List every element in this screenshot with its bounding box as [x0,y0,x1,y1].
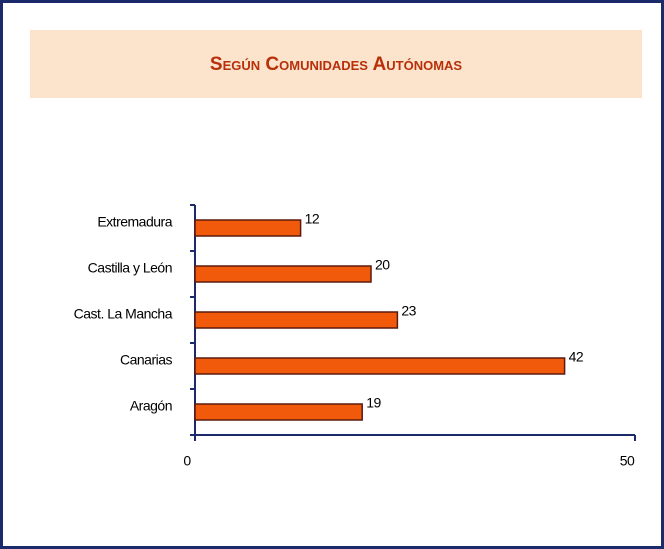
value-label: 20 [375,257,390,273]
y-tick-label: Castilla y León [88,260,172,276]
y-tick-label: Aragón [130,398,172,414]
x-tick-label: 0 [183,453,191,469]
value-label: 23 [401,303,416,319]
y-tick-label: Extremadura [97,214,172,230]
bar [194,265,372,283]
bar [194,311,399,329]
title-box [30,30,642,98]
y-tick-label: Cast. La Mancha [74,306,173,322]
value-label: 42 [569,349,584,365]
chart-title: Según Comunidades Autónomas [210,54,463,75]
bar [194,357,566,375]
bar [194,403,363,421]
y-tick-label: Canarias [120,352,173,368]
x-tick-label: 50 [620,453,635,469]
bar [194,219,302,237]
value-label: 12 [305,211,320,227]
value-label: 19 [366,395,381,411]
